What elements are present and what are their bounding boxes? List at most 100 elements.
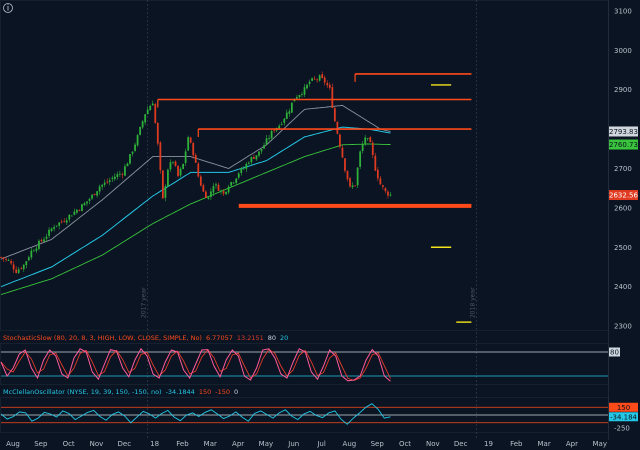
y-tick-label: 2300 <box>614 323 632 331</box>
candle-body <box>50 228 53 231</box>
x-tick-label: Dec <box>454 440 468 448</box>
candle-body <box>187 137 190 151</box>
candle-body <box>384 188 387 192</box>
candle-body <box>96 191 98 196</box>
mcclellan-right-label: 150 <box>617 404 630 412</box>
candle-body <box>91 194 93 199</box>
mcclellan-title-part: -150 <box>215 388 230 396</box>
candle-body <box>215 184 217 186</box>
mcclellan-title-part: McClellanOscillator (NYSE, 19, 39, 150, … <box>3 388 162 396</box>
candle-body <box>32 250 35 252</box>
candle-body <box>149 105 152 111</box>
x-tick-label: Oct <box>63 440 75 448</box>
candle-body <box>108 180 111 182</box>
candle-body <box>356 167 359 186</box>
candle-body <box>70 215 73 217</box>
candle-body <box>361 144 364 151</box>
y-tick-label: 2600 <box>614 204 632 212</box>
candle-body <box>202 185 205 192</box>
candle-body <box>167 169 169 187</box>
candle-body <box>288 111 291 114</box>
candle-body <box>273 130 276 132</box>
candle-body <box>250 157 253 163</box>
candle-body <box>98 186 101 192</box>
candle-body <box>263 145 265 149</box>
candle-body <box>306 84 308 89</box>
candle-body <box>311 78 313 81</box>
candle-body <box>326 83 329 86</box>
candle-body <box>204 191 207 198</box>
candle-body <box>235 178 238 183</box>
candle-body <box>389 194 392 196</box>
candle-body <box>225 191 227 195</box>
candle-body <box>75 209 78 213</box>
candle-body <box>129 154 131 164</box>
candle-body <box>301 94 303 96</box>
stochastic-d-line <box>0 348 391 381</box>
candle-body <box>60 221 63 223</box>
candle-body <box>111 178 114 180</box>
x-tick-label: Apr <box>566 440 578 448</box>
candle-body <box>374 155 377 171</box>
candle-body <box>2 257 5 259</box>
candle-body <box>245 163 248 169</box>
candle-body <box>65 220 68 223</box>
candle-body <box>260 149 263 152</box>
year-mark-label: 2018 year <box>469 287 476 318</box>
candle-body <box>164 186 167 198</box>
x-tick-label: Mar <box>538 440 551 448</box>
candle-body <box>323 77 326 83</box>
mcclellan-title-part: 0 <box>234 388 238 396</box>
candle-body <box>376 169 379 179</box>
stochastic-k-line <box>0 347 391 382</box>
candle-body <box>242 168 245 170</box>
candle-body <box>53 227 55 229</box>
price-label-box <box>609 126 638 137</box>
mcclellan-right-label-box <box>609 412 638 422</box>
price-label-box <box>609 190 638 201</box>
candle-body <box>278 125 281 129</box>
y-tick-label: 2700 <box>614 165 632 173</box>
candle-body <box>379 178 382 185</box>
candle-body <box>258 151 260 156</box>
candle-body <box>316 79 319 81</box>
candle-body <box>308 81 311 84</box>
candle-body <box>139 126 141 135</box>
candle-body <box>45 236 48 239</box>
candle-body <box>382 185 384 187</box>
candle-body <box>86 201 88 204</box>
x-tick-label: Dec <box>118 440 132 448</box>
candle-body <box>212 186 215 193</box>
candle-body <box>121 174 124 175</box>
candle-body <box>78 210 81 212</box>
candle-body <box>0 256 2 258</box>
candle-body <box>30 250 33 258</box>
candle-body <box>48 229 50 236</box>
candle-body <box>156 122 159 144</box>
candle-body <box>124 166 126 176</box>
candle-body <box>341 147 344 158</box>
candle-body <box>369 137 372 143</box>
ma-cyan-line <box>0 126 391 288</box>
candle-body <box>283 118 286 123</box>
candle-body <box>134 144 136 151</box>
mcclellan-title-part: 150 <box>199 388 211 396</box>
y-tick-label: 2500 <box>614 244 632 252</box>
candle-body <box>15 269 18 273</box>
x-tick-label: Sep <box>34 440 48 448</box>
x-tick-label: Nov <box>90 440 104 448</box>
candle-body <box>93 193 96 196</box>
candle-body <box>230 182 233 186</box>
candle-body <box>103 182 106 185</box>
candle-body <box>116 174 119 177</box>
candle-body <box>227 186 230 193</box>
y-tick-label: 2400 <box>614 283 632 291</box>
info-icon[interactable] <box>3 3 13 13</box>
candle-body <box>336 121 339 134</box>
candle-body <box>27 257 30 261</box>
mcclellan-panel: McClellanOscillator (NYSE, 19, 39, 150, … <box>0 388 608 425</box>
candle-body <box>346 170 349 180</box>
candle-body <box>35 248 38 251</box>
candle-body <box>184 151 187 163</box>
mcclellan-title: McClellanOscillator (NYSE, 19, 39, 150, … <box>3 388 238 396</box>
